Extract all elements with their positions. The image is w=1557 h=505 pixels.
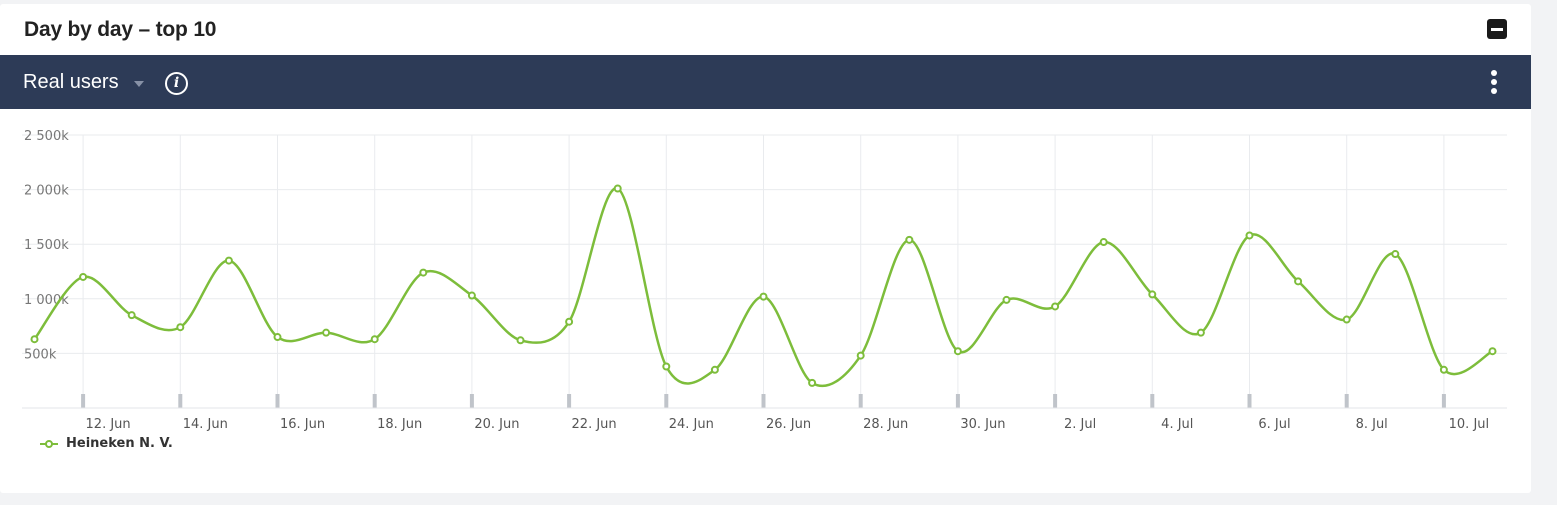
data-point[interactable] — [79, 272, 88, 281]
x-tick-label: 30. Jun — [960, 417, 1005, 432]
data-point[interactable] — [953, 347, 962, 356]
data-point[interactable] — [1099, 238, 1108, 247]
data-point[interactable] — [30, 335, 39, 344]
x-tick-label: 10. Jul — [1449, 417, 1490, 432]
data-point[interactable] — [419, 268, 428, 277]
data-point[interactable] — [905, 235, 914, 244]
x-tick-label: 14. Jun — [183, 417, 228, 432]
metric-toolbar: Real users i — [0, 55, 1531, 109]
x-tick-mark — [858, 394, 863, 408]
x-tick-mark — [469, 394, 474, 408]
x-tick-label: 4. Jul — [1161, 417, 1193, 432]
y-tick-label: 2 500k — [24, 129, 69, 144]
x-tick-mark — [372, 394, 377, 408]
metric-label: Real users — [23, 70, 119, 93]
data-point[interactable] — [710, 365, 719, 374]
card-header: Day by day – top 10 — [0, 4, 1531, 58]
x-tick-label: 16. Jun — [280, 417, 325, 432]
y-tick-label: 2 000k — [24, 184, 69, 199]
data-point[interactable] — [808, 378, 817, 387]
x-tick-label: 6. Jul — [1258, 417, 1290, 432]
x-tick-label: 26. Jun — [766, 417, 811, 432]
x-tick-label: 28. Jun — [863, 417, 908, 432]
data-point[interactable] — [467, 291, 476, 300]
x-tick-mark — [1150, 394, 1155, 408]
data-point[interactable] — [224, 256, 233, 265]
x-tick-mark — [1344, 394, 1349, 408]
x-tick-mark — [955, 394, 960, 408]
x-tick-label: 18. Jun — [377, 417, 422, 432]
data-point[interactable] — [516, 336, 525, 345]
x-tick-label: 2. Jul — [1064, 417, 1096, 432]
data-point[interactable] — [1196, 328, 1205, 337]
data-point[interactable] — [1294, 277, 1303, 286]
x-tick-label: 22. Jun — [572, 417, 617, 432]
chevron-down-icon — [133, 80, 144, 87]
data-point[interactable] — [613, 184, 622, 193]
data-point[interactable] — [273, 333, 282, 342]
data-point[interactable] — [370, 335, 379, 344]
data-point[interactable] — [1342, 315, 1351, 324]
data-point[interactable] — [1439, 365, 1448, 374]
data-point[interactable] — [1051, 302, 1060, 311]
y-tick-label: 500k — [24, 347, 57, 362]
x-tick-mark — [178, 394, 183, 408]
x-tick-mark — [1247, 394, 1252, 408]
y-tick-label: 1 500k — [24, 238, 69, 253]
x-tick-mark — [1441, 394, 1446, 408]
data-point[interactable] — [1391, 250, 1400, 259]
data-point[interactable] — [176, 323, 185, 332]
data-point[interactable] — [1245, 231, 1254, 240]
data-point[interactable] — [759, 292, 768, 301]
x-tick-mark — [275, 394, 280, 408]
info-icon[interactable]: i — [165, 72, 188, 95]
x-tick-mark — [664, 394, 669, 408]
metric-dropdown[interactable]: Real users — [23, 69, 144, 95]
card-title: Day by day – top 10 — [24, 18, 217, 41]
collapse-icon[interactable] — [1487, 19, 1507, 39]
legend-item[interactable]: Heineken N. V. — [40, 436, 173, 451]
legend-marker — [40, 439, 58, 448]
data-point[interactable] — [662, 362, 671, 371]
legend-label: Heineken N. V. — [66, 436, 173, 451]
x-tick-label: 12. Jun — [86, 417, 131, 432]
data-point[interactable] — [565, 317, 574, 326]
data-point[interactable] — [856, 351, 865, 360]
more-options-icon[interactable] — [1484, 69, 1504, 95]
x-tick-mark — [567, 394, 572, 408]
x-tick-label: 20. Jun — [474, 417, 519, 432]
x-tick-label: 8. Jul — [1356, 417, 1388, 432]
x-tick-label: 24. Jun — [669, 417, 714, 432]
data-point[interactable] — [1488, 347, 1497, 356]
data-point[interactable] — [127, 311, 136, 320]
data-point[interactable] — [1002, 295, 1011, 304]
x-tick-mark — [81, 394, 86, 408]
data-point[interactable] — [322, 328, 331, 337]
data-point[interactable] — [1148, 290, 1157, 299]
x-tick-mark — [761, 394, 766, 408]
x-tick-mark — [1053, 394, 1058, 408]
